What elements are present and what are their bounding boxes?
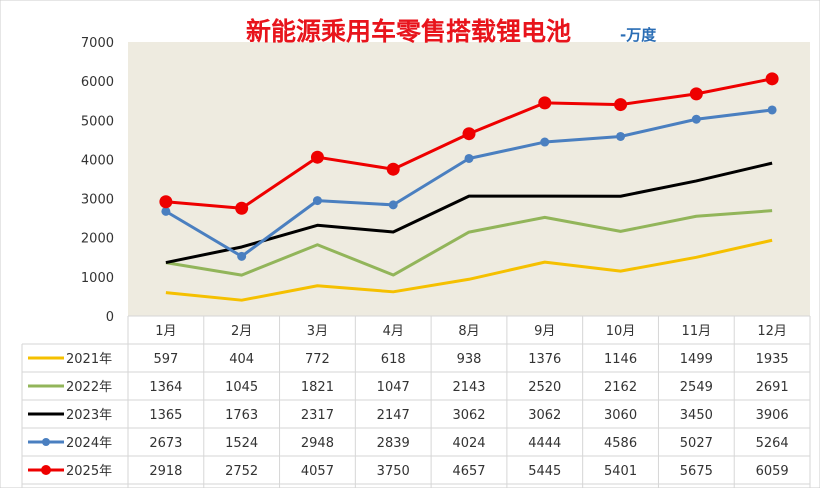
series-2023年 [165, 161, 773, 265]
data-table-value: 4586 [604, 436, 637, 451]
data-point [312, 196, 322, 206]
data-table-value: 938 [457, 352, 482, 367]
y-tick-label: 1000 [81, 271, 114, 286]
legend-label: 2024年 [66, 436, 112, 451]
data-table-value: 4444 [528, 436, 561, 451]
y-tick-label: 2000 [81, 232, 114, 247]
data-table-value: 2673 [149, 436, 182, 451]
data-point [310, 150, 324, 164]
data-point [386, 162, 400, 176]
data-table-value: 4657 [452, 464, 485, 479]
y-tick-label: 4000 [81, 153, 114, 168]
x-tick-label: 11月 [682, 324, 712, 339]
data-table-value: 2549 [680, 380, 713, 395]
data-point [388, 200, 398, 210]
x-tick-label: 10月 [606, 324, 636, 339]
x-tick-label: 12月 [757, 324, 787, 339]
x-tick-label: 4月 [383, 324, 404, 339]
series-2025年 [159, 72, 779, 215]
y-tick-label: 0 [106, 310, 114, 325]
y-tick-label: 3000 [81, 193, 114, 208]
data-table-value: 2691 [756, 380, 789, 395]
data-point [235, 201, 249, 215]
data-table-value: 6059 [756, 464, 789, 479]
data-table-value: 618 [381, 352, 406, 367]
data-table-value: 5027 [680, 436, 713, 451]
data-table-value: 597 [153, 352, 178, 367]
data-point [538, 96, 552, 110]
data-table-value: 3060 [604, 408, 637, 423]
data-table-value: 2839 [377, 436, 410, 451]
data-table-value: 2317 [301, 408, 334, 423]
x-tick-label: 9月 [534, 324, 555, 339]
data-table-value: 1499 [680, 352, 713, 367]
data-table-value: 404 [229, 352, 254, 367]
series-2024年 [161, 105, 777, 261]
data-table-value: 2752 [225, 464, 258, 479]
y-tick-label: 6000 [81, 75, 114, 90]
series-2022年 [165, 209, 773, 277]
data-point [689, 87, 703, 101]
data-table-value: 1146 [604, 352, 637, 367]
data-table-value: 2147 [377, 408, 410, 423]
legend-label: 2023年 [66, 408, 112, 423]
data-point [462, 127, 476, 141]
x-tick-label: 2月 [231, 324, 252, 339]
legend-label: 2021年 [66, 352, 112, 367]
legend-label: 2025年 [66, 464, 112, 479]
data-table-value: 4057 [301, 464, 334, 479]
data-table-value: 2162 [604, 380, 637, 395]
legend-marker [41, 465, 51, 475]
x-tick-label: 1月 [155, 324, 176, 339]
data-table-value: 1365 [149, 408, 182, 423]
data-point [691, 114, 701, 124]
data-table-value: 1364 [149, 380, 182, 395]
data-table-value: 5675 [680, 464, 713, 479]
data-point [237, 251, 247, 261]
data-table-value: 3062 [528, 408, 561, 423]
data-table-value: 5445 [528, 464, 561, 479]
data-table-value: 4024 [452, 436, 485, 451]
data-point [616, 131, 626, 141]
data-table-value: 2948 [301, 436, 334, 451]
data-point [767, 105, 777, 115]
data-table-value: 2143 [452, 380, 485, 395]
data-table-value: 2918 [149, 464, 182, 479]
data-table-value: 3750 [377, 464, 410, 479]
data-point [540, 137, 550, 147]
data-table-value: 5264 [756, 436, 789, 451]
data-table-value: 772 [305, 352, 330, 367]
data-point [161, 206, 171, 216]
series-2021年 [165, 238, 773, 302]
y-tick-label: 7000 [81, 36, 114, 51]
data-table-value: 1376 [528, 352, 561, 367]
data-point [159, 195, 173, 209]
data-table-value: 3450 [680, 408, 713, 423]
data-table-value: 1047 [377, 380, 410, 395]
series-line [165, 161, 773, 265]
data-point [464, 153, 474, 163]
chart-unit: -万度 [620, 26, 657, 44]
data-table-value: 1045 [225, 380, 258, 395]
data-table-value: 1763 [225, 408, 258, 423]
data-point [614, 98, 628, 112]
data-table-value: 3906 [756, 408, 789, 423]
legend-marker [42, 438, 50, 446]
y-tick-label: 5000 [81, 114, 114, 129]
data-table-value: 5401 [604, 464, 637, 479]
chart-title: 新能源乘用车零售搭载锂电池 [246, 17, 571, 46]
data-table-value: 2520 [528, 380, 561, 395]
data-point [765, 72, 779, 86]
x-tick-label: 8月 [458, 324, 479, 339]
legend-label: 2022年 [66, 380, 112, 395]
series-line [165, 238, 773, 302]
data-table-value: 3062 [452, 408, 485, 423]
x-tick-label: 3月 [307, 324, 328, 339]
data-table-value: 1524 [225, 436, 258, 451]
data-table-value: 1821 [301, 380, 334, 395]
data-table-value: 1935 [756, 352, 789, 367]
series-line [165, 209, 773, 277]
